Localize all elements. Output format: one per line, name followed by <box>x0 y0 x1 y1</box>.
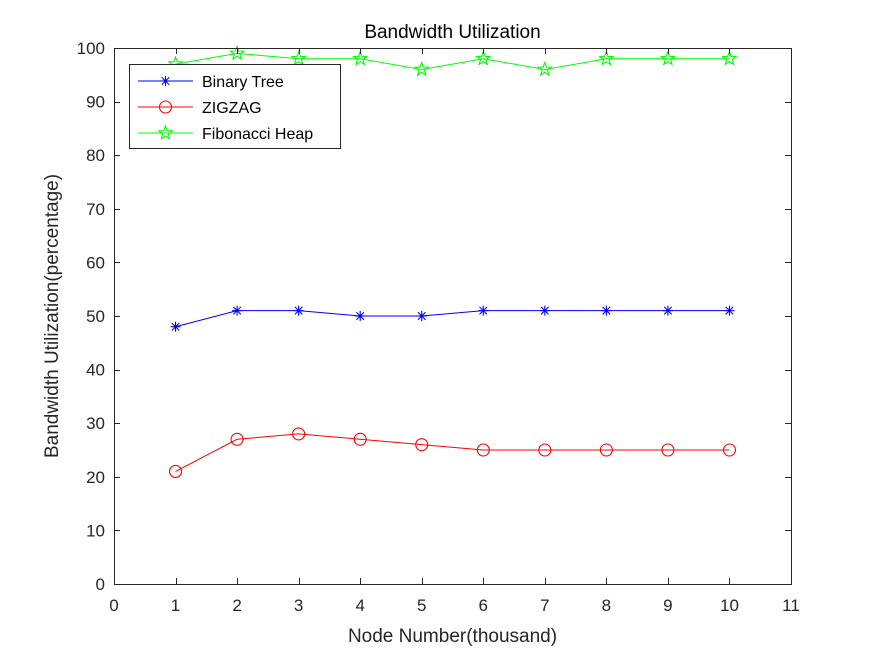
legend-label: Binary Tree <box>202 74 284 91</box>
x-tick-label: 8 <box>602 596 611 615</box>
x-tick-label: 5 <box>417 596 426 615</box>
series-fibonacci-heap <box>167 44 738 77</box>
x-tick-label: 3 <box>294 596 303 615</box>
data-point-fibonacci-heap <box>536 60 553 77</box>
legend-item-zigzag: ZIGZAG <box>138 100 262 117</box>
y-tick-label: 90 <box>86 93 105 112</box>
data-point-fibonacci-heap <box>475 50 492 66</box>
data-point-fibonacci-heap <box>721 50 738 66</box>
x-tick-label: 7 <box>540 596 549 615</box>
data-point-binary-tree <box>724 305 735 316</box>
series-layer <box>167 44 738 478</box>
data-point-binary-tree <box>355 311 366 321</box>
y-tick-label: 100 <box>77 39 105 58</box>
data-point-binary-tree <box>232 305 243 316</box>
data-point-binary-tree <box>539 305 550 316</box>
data-point-zigzag <box>538 443 552 457</box>
asterisk-stroke <box>602 306 611 315</box>
asterisk-stroke <box>540 306 549 315</box>
data-point-zigzag <box>476 443 490 457</box>
ticks-layer: 0 1 2 3 4 5 6 7 8 9 10 11 0 10 20 30 40 50 60 70 80 90 100 <box>77 39 800 615</box>
x-tick-label: 6 <box>479 596 488 615</box>
series-line-fibonacci-heap <box>175 52 730 70</box>
data-point-fibonacci-heap <box>598 50 615 66</box>
data-point-zigzag <box>415 438 429 452</box>
legend-label: ZIGZAG <box>202 100 262 117</box>
data-point-binary-tree <box>478 305 489 316</box>
data-point-binary-tree <box>662 305 673 316</box>
y-tick-label: 20 <box>86 468 105 487</box>
x-tick-label: 1 <box>171 596 180 615</box>
y-axis-title: Bandwidth Utilization(percentage) <box>42 174 63 458</box>
y-tick-label: 80 <box>86 146 105 165</box>
plot-frame <box>114 48 792 585</box>
y-tick-label: 0 <box>96 575 105 594</box>
series-zigzag <box>168 427 737 478</box>
data-point-binary-tree <box>601 305 612 316</box>
legend: Binary Tree ZIGZAG Fibonacci Heap <box>129 64 341 149</box>
legend-item-fibonacci-heap: Fibonacci Heap <box>138 124 313 143</box>
asterisk-stroke <box>356 311 365 321</box>
legend-marker <box>158 100 173 114</box>
data-point-zigzag <box>230 432 244 446</box>
x-tick-label: 0 <box>109 596 118 615</box>
chart-title: Bandwidth Utilization <box>364 22 540 43</box>
data-point-zigzag <box>292 427 306 441</box>
data-point-binary-tree <box>293 305 304 316</box>
y-tick-label: 40 <box>86 361 105 380</box>
data-point-binary-tree <box>170 321 181 332</box>
asterisk-stroke <box>294 306 303 315</box>
data-point-fibonacci-heap <box>228 44 246 61</box>
series-binary-tree <box>170 305 735 332</box>
data-point-fibonacci-heap <box>659 50 677 66</box>
y-tick-label: 70 <box>86 200 105 219</box>
legend-label: Fibonacci Heap <box>202 126 313 143</box>
data-point-zigzag <box>599 443 613 457</box>
asterisk-stroke <box>417 311 426 321</box>
legend-marker <box>157 124 174 140</box>
y-tick-label: 50 <box>86 307 105 326</box>
legend-item-binary-tree: Binary Tree <box>138 74 284 91</box>
data-point-zigzag <box>353 432 367 446</box>
x-tick-label: 4 <box>355 596 364 615</box>
x-tick-label: 11 <box>782 596 800 615</box>
series-line-binary-tree <box>175 310 730 328</box>
data-point-zigzag <box>661 443 675 457</box>
asterisk-stroke <box>479 306 488 315</box>
asterisk-stroke <box>663 306 673 315</box>
y-tick-label: 60 <box>86 253 105 272</box>
x-tick-label: 2 <box>232 596 241 615</box>
data-point-zigzag <box>168 464 183 478</box>
data-point-fibonacci-heap <box>290 50 307 66</box>
data-point-binary-tree <box>416 311 427 321</box>
x-tick-label: 10 <box>720 596 739 615</box>
x-tick-label: 9 <box>663 596 672 615</box>
data-point-zigzag <box>722 443 737 457</box>
data-point-fibonacci-heap <box>352 50 369 66</box>
legend-marker <box>160 76 171 86</box>
series-line-zigzag <box>175 433 730 472</box>
x-axis-title: Node Number(thousand) <box>348 626 557 647</box>
asterisk-stroke <box>161 76 170 86</box>
y-tick-label: 10 <box>86 521 105 540</box>
asterisk-stroke <box>232 306 242 315</box>
y-tick-label: 30 <box>86 414 105 433</box>
asterisk-stroke <box>725 306 734 315</box>
data-point-fibonacci-heap <box>413 60 430 77</box>
asterisk-stroke <box>171 322 180 331</box>
